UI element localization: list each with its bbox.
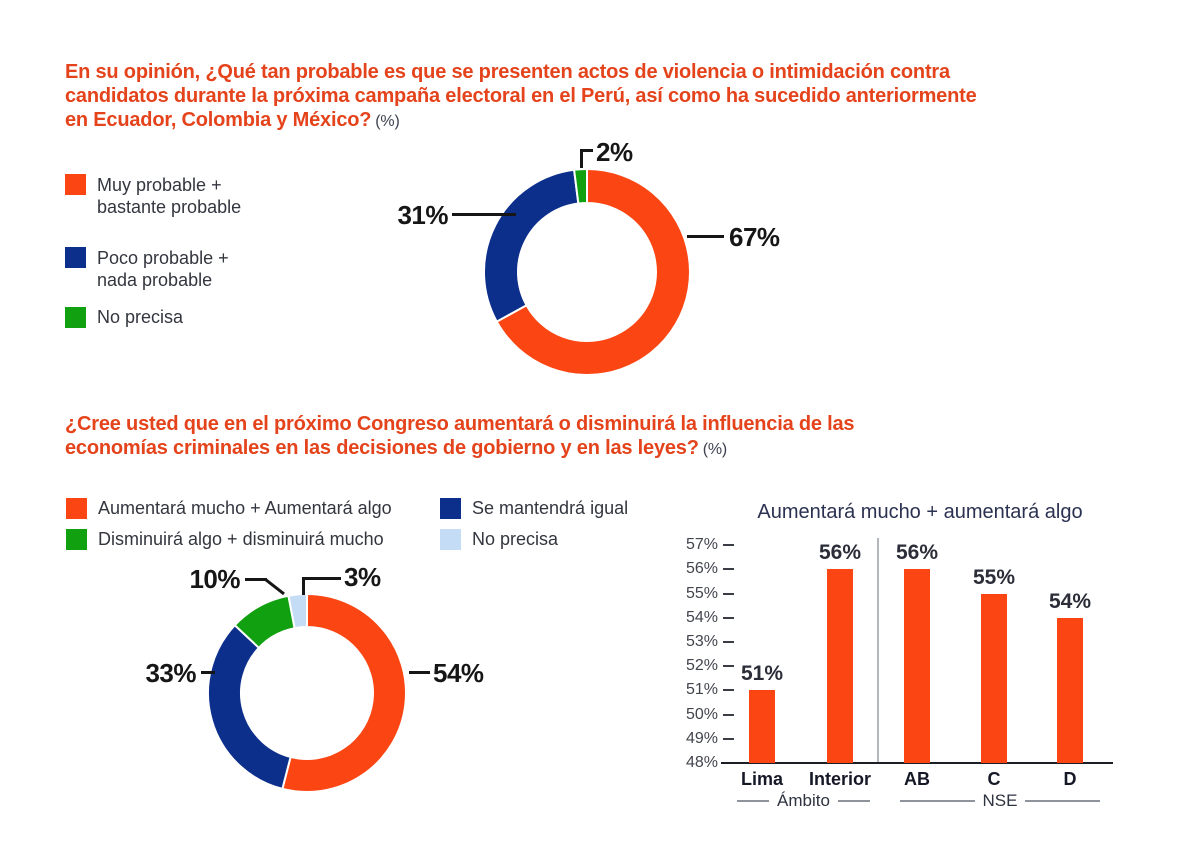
bar-d — [1057, 617, 1083, 763]
leader-line — [245, 578, 267, 581]
y-tick-mark — [723, 616, 734, 619]
legend1-label-muy-probable: Muy probable + bastante probable — [97, 175, 242, 217]
bar-value-label: 54% — [1048, 589, 1092, 613]
leader-line — [201, 671, 215, 674]
donut2-label-33pct: 33% — [145, 658, 196, 688]
donut2-label-10pct: 10% — [189, 564, 240, 594]
y-tick-label: 49% — [685, 729, 718, 747]
y-tick-label: 48% — [685, 754, 718, 771]
leader-line — [580, 149, 593, 152]
donut1-label-67pct: 67% — [729, 222, 780, 252]
donut-slice — [287, 592, 308, 630]
leader-line — [580, 149, 583, 168]
leader-line — [687, 235, 724, 238]
leader-line — [302, 577, 305, 595]
legend2-label-no-precisa: No precisa — [472, 529, 559, 549]
y-tick-label: 55% — [685, 584, 718, 602]
group-rule — [900, 800, 975, 802]
group-rule — [1025, 800, 1100, 802]
y-tick-mark — [723, 665, 734, 668]
bar-category-label: C — [987, 769, 1001, 789]
donut-slice — [207, 623, 292, 791]
bar-value-label: 56% — [895, 541, 939, 565]
legend1-item-no-precisa: No precisa — [65, 306, 183, 328]
bar-ab — [904, 569, 930, 763]
legend2-label-disminuira: Disminuirá algo + disminuirá mucho — [98, 529, 384, 549]
donut1-label-31pct: 31% — [397, 200, 448, 230]
y-tick-mark — [723, 592, 734, 595]
y-tick-label: 51% — [685, 681, 718, 699]
bar-c — [981, 593, 1007, 763]
legend2-label-aumentara: Aumentará mucho + Aumentará algo — [98, 498, 392, 518]
legend1-label-no-precisa: No precisa — [97, 307, 184, 327]
bar-category-label: D — [1063, 769, 1077, 789]
legend-swatch-lightblue — [440, 528, 461, 550]
legend2-item-se-mantendra: Se mantendrá igual — [440, 497, 628, 519]
y-tick-label: 52% — [685, 657, 718, 675]
x-axis-line — [721, 762, 1113, 764]
group-nse: NSE — [900, 791, 1100, 811]
donut2-label-3pct: 3% — [344, 562, 381, 592]
legend2-item-no-precisa: No precisa — [440, 528, 558, 550]
bar-value-label: 51% — [740, 662, 784, 686]
bar-chart-title: Aumentará mucho + aumentará algo — [757, 501, 1083, 523]
y-tick-mark — [723, 689, 734, 692]
donut-slice — [495, 167, 691, 376]
group-divider-line — [877, 538, 879, 762]
donut2-label-54pct: 54% — [433, 658, 484, 688]
donut1-label-2pct: 2% — [596, 137, 633, 167]
y-tick-label: 50% — [685, 705, 718, 723]
bar-category-label: AB — [904, 769, 930, 789]
y-tick-mark — [723, 737, 734, 740]
legend-swatch-navy — [65, 247, 86, 268]
group-label-nse: NSE — [982, 791, 1018, 810]
bar-value-label: 55% — [972, 565, 1016, 589]
bar-category-label: Lima — [740, 769, 783, 789]
group-ambito: Ámbito — [737, 791, 871, 811]
legend2-label-se-mantendra: Se mantendrá igual — [472, 498, 629, 518]
legend2-item-disminuira: Disminuirá algo + disminuirá mucho — [66, 528, 384, 550]
bar-category-label: Interior — [808, 769, 871, 789]
bar-value-label: 56% — [818, 541, 862, 565]
donut-slice — [483, 168, 580, 323]
y-tick-mark — [723, 713, 734, 716]
donut-chart-congreso — [207, 592, 407, 793]
legend-swatch-orange — [66, 497, 87, 519]
y-tick-mark — [723, 641, 734, 643]
question2-title-text: ¿Cree usted que en el próximo Congreso a… — [65, 413, 855, 459]
bar-lima — [749, 690, 775, 763]
y-tick-label: 56% — [685, 560, 718, 578]
y-tick-label: 54% — [685, 608, 718, 626]
donut-slice — [281, 592, 407, 793]
question1-unit: (%) — [375, 113, 400, 130]
y-tick-mark — [723, 544, 734, 547]
group-rule — [737, 800, 770, 802]
legend-swatch-orange — [65, 174, 86, 195]
question1-title-text: En su opinión, ¿Qué tan probable es que … — [65, 61, 977, 131]
bar-interior — [827, 569, 853, 763]
question2-unit: (%) — [702, 441, 728, 458]
y-tick-mark — [723, 568, 734, 571]
bar-chart-segments: Aumentará mucho + aumentará algo 57% 56% 5… — [660, 495, 1130, 840]
donut-slice — [572, 167, 588, 205]
legend2-item-aumentara: Aumentará mucho + Aumentará algo — [66, 497, 392, 519]
legend1-item-muy-probable: Muy probable + bastante probable — [65, 174, 241, 218]
y-tick-label: 53% — [685, 633, 718, 650]
legend-swatch-green — [65, 306, 86, 328]
legend-swatch-green — [66, 528, 87, 550]
bar-chart-plot: 57% 56% 55% 54% 53% 52% 51% 50% 49% 48% 51% Lima 56%… — [660, 495, 1130, 840]
legend1-label-poco-probable: Poco probable + nada probable — [97, 248, 229, 290]
donut-chart-violencia — [483, 167, 691, 376]
y-tick-label: 57% — [685, 536, 718, 554]
group-rule — [837, 800, 871, 802]
legend-swatch-navy — [440, 497, 461, 519]
legend1-item-poco-probable: Poco probable + nada probable — [65, 247, 229, 291]
leader-line — [302, 577, 341, 580]
leader-line — [409, 671, 430, 674]
question2-title: ¿Cree usted que en el próximo Congreso a… — [65, 412, 855, 462]
group-label-ambito: Ámbito — [777, 791, 830, 810]
question1-title: En su opinión, ¿Qué tan probable es que … — [65, 60, 977, 134]
leader-line — [452, 213, 516, 216]
